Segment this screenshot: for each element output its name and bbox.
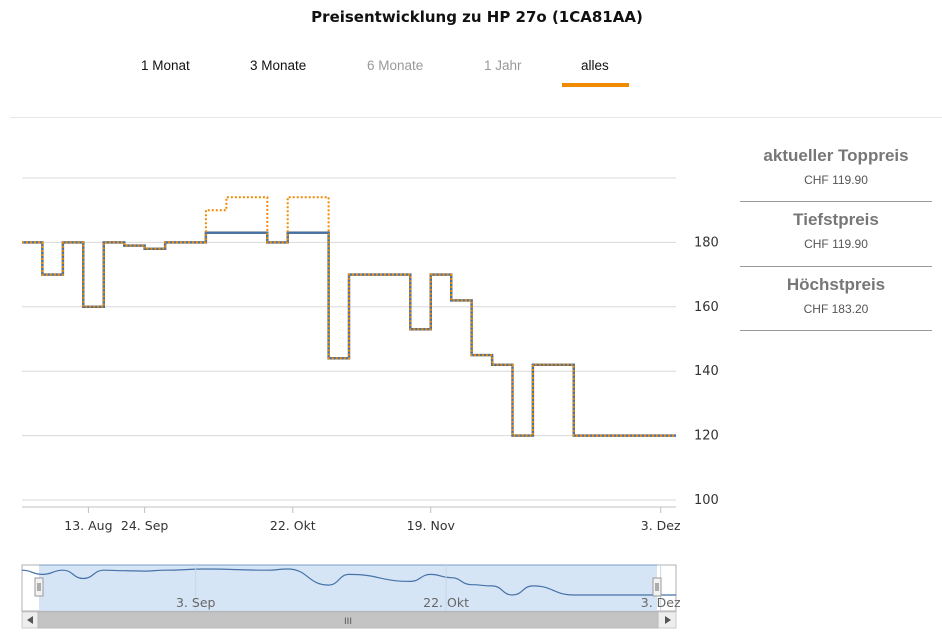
tab-1-year[interactable]: 1 Jahr <box>484 58 522 73</box>
navigator-scrollbar: III <box>21 611 677 629</box>
tab-all[interactable]: alles <box>581 58 609 73</box>
navigator-left-handle[interactable] <box>34 577 44 597</box>
y-tick-label: 100 <box>694 493 719 508</box>
highest-price-heading: Höchstpreis <box>786 275 886 294</box>
x-tick-label: 13. Aug <box>64 518 112 533</box>
sidebar-divider <box>740 201 932 202</box>
x-tick-label: 24. Sep <box>121 518 168 533</box>
x-tick-label: 22. Okt <box>270 518 316 533</box>
handle-box <box>34 577 44 597</box>
highest-price-value: CHF 183.20 <box>803 302 869 316</box>
chart-series <box>22 196 676 437</box>
chart-grid <box>22 177 676 501</box>
header-divider <box>10 117 942 118</box>
navigator-tick-label: 3. Sep <box>176 595 216 610</box>
tab-3-months[interactable]: 3 Monate <box>250 58 307 73</box>
chart-title: Preisentwicklung zu HP 27o (1CA81AA) <box>311 8 643 26</box>
y-tick-label: 120 <box>694 429 719 444</box>
highest-price-block: Höchstpreis CHF 183.20 <box>740 275 932 316</box>
tab-6-months[interactable]: 6 Monate <box>367 58 424 73</box>
scrollbar-thumb[interactable] <box>37 611 659 629</box>
navigator-tick-label: 3. Dez <box>641 595 681 610</box>
navigator: 3. Sep 22. Okt 3. Dez III <box>21 564 681 629</box>
navigator-tick-label: 22. Okt <box>423 595 469 610</box>
lowest-price-heading: Tiefstpreis <box>793 210 879 229</box>
current-top-price-heading: aktueller Toppreis <box>763 146 909 165</box>
range-tabs: 1 Monat 3 Monate 6 Monate 1 Jahr alles <box>0 58 942 98</box>
active-tab-underline <box>562 83 629 87</box>
lowest-price-value: CHF 119.90 <box>804 237 868 251</box>
y-tick-label: 180 <box>694 235 719 250</box>
scrollbar-grip: III <box>344 617 352 627</box>
y-tick-label: 160 <box>694 300 719 315</box>
current-top-price-block: aktueller Toppreis CHF 119.90 <box>740 146 932 187</box>
tab-1-month[interactable]: 1 Monat <box>141 58 190 73</box>
navigator-right-handle[interactable] <box>652 577 662 597</box>
scroll-right-arrow-icon[interactable] <box>665 616 671 624</box>
current-top-price-value: CHF 119.90 <box>804 173 868 187</box>
x-tick-label: 3. Dez <box>641 518 681 533</box>
series-top-price <box>22 196 676 437</box>
handle-box <box>652 577 662 597</box>
sidebar-divider <box>740 266 932 267</box>
navigator-series <box>21 568 676 596</box>
y-tick-label: 140 <box>694 364 719 379</box>
navigator-selection <box>39 565 657 611</box>
sidebar-divider <box>740 330 932 331</box>
lowest-price-block: Tiefstpreis CHF 119.90 <box>740 210 932 251</box>
scroll-left-arrow-icon[interactable] <box>27 616 33 624</box>
chart-axes: 100 120 140 160 180 13. Aug 24. Sep 22. Okt 19. … <box>22 235 719 533</box>
x-tick-label: 19. Nov <box>407 518 456 533</box>
